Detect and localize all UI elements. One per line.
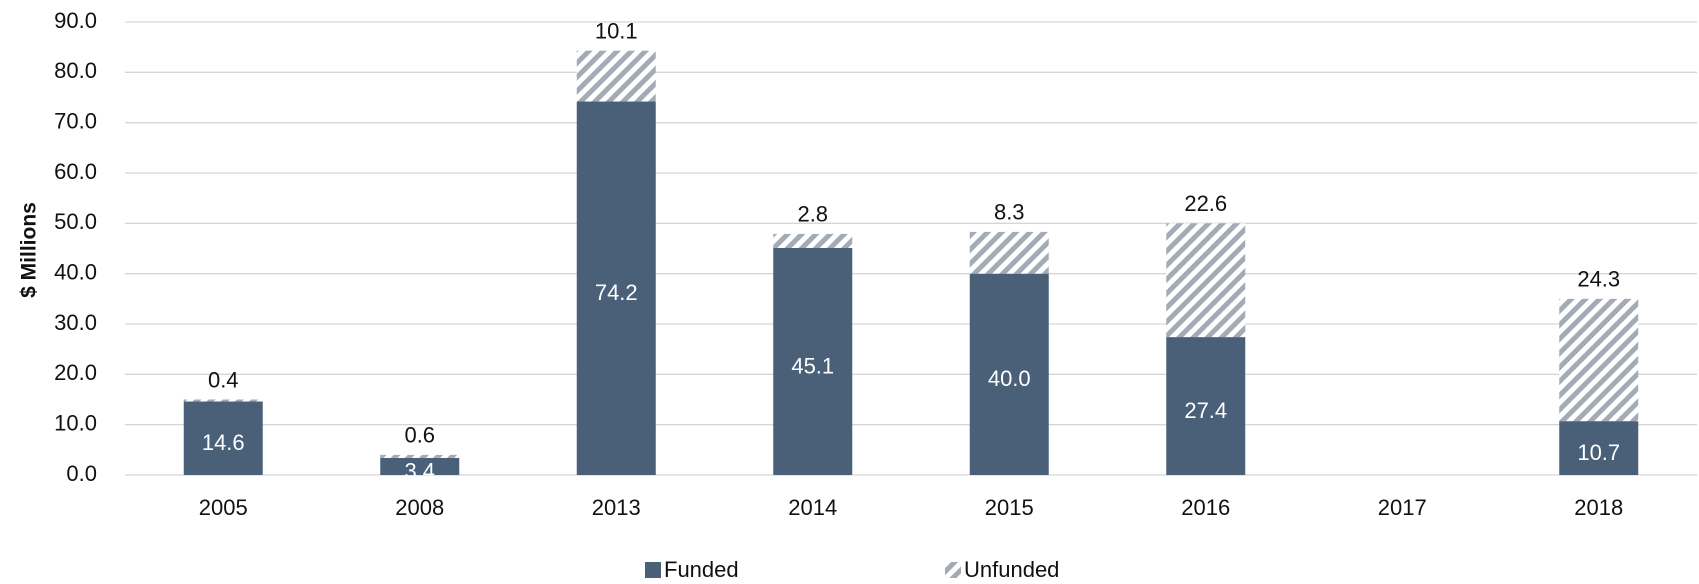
data-label: 24.3 xyxy=(1577,267,1620,292)
data-label: 10.1 xyxy=(595,19,638,44)
bar-segment xyxy=(183,399,263,402)
legend-swatch xyxy=(645,562,661,578)
bar-segment xyxy=(1559,421,1639,475)
bar-segment xyxy=(969,273,1049,475)
data-label: 40.0 xyxy=(988,366,1031,391)
legend-label: Funded xyxy=(664,557,739,582)
y-tick-label: 30.0 xyxy=(54,310,97,335)
legend-label: Unfunded xyxy=(964,557,1059,582)
bar-segment xyxy=(969,231,1049,274)
x-tick-label: 2016 xyxy=(1181,495,1230,520)
bar-segment xyxy=(1166,337,1246,475)
data-label: 45.1 xyxy=(791,353,834,378)
data-label: 2.8 xyxy=(797,202,828,227)
y-tick-label: 10.0 xyxy=(54,410,97,435)
y-tick-label: 20.0 xyxy=(54,360,97,385)
x-tick-label: 2017 xyxy=(1378,495,1427,520)
bar-segment xyxy=(1559,298,1639,422)
x-tick-label: 2018 xyxy=(1574,495,1623,520)
y-tick-label: 40.0 xyxy=(54,259,97,284)
y-tick-label: 80.0 xyxy=(54,58,97,83)
x-tick-label: 2013 xyxy=(592,495,641,520)
data-label: 27.4 xyxy=(1184,398,1227,423)
data-label: 10.7 xyxy=(1577,440,1620,465)
bar-segment xyxy=(380,457,460,475)
data-label: 3.4 xyxy=(404,458,435,483)
bar-segment xyxy=(576,101,656,475)
x-tick-label: 2015 xyxy=(985,495,1034,520)
data-label: 14.6 xyxy=(202,430,245,455)
data-label: 0.4 xyxy=(208,367,239,392)
bar-segment xyxy=(380,454,460,458)
y-tick-label: 70.0 xyxy=(54,108,97,133)
x-tick-label: 2005 xyxy=(199,495,248,520)
y-axis-title: $ Millions xyxy=(18,202,41,298)
data-label: 8.3 xyxy=(994,200,1025,225)
x-tick-label: 2008 xyxy=(395,495,444,520)
y-tick-label: 0.0 xyxy=(66,461,97,486)
bar-segment xyxy=(1166,223,1246,338)
y-tick-label: 50.0 xyxy=(54,209,97,234)
y-tick-label: 90.0 xyxy=(54,8,97,33)
data-label: 0.6 xyxy=(404,423,435,448)
bar-segment xyxy=(773,233,853,248)
bar-segment xyxy=(773,247,853,475)
bar-segment xyxy=(183,401,263,475)
y-tick-label: 60.0 xyxy=(54,159,97,184)
bar-segment xyxy=(576,50,656,102)
data-label: 22.6 xyxy=(1184,191,1227,216)
legend-swatch xyxy=(945,562,961,578)
data-label: 74.2 xyxy=(595,280,638,305)
x-tick-label: 2014 xyxy=(788,495,837,520)
